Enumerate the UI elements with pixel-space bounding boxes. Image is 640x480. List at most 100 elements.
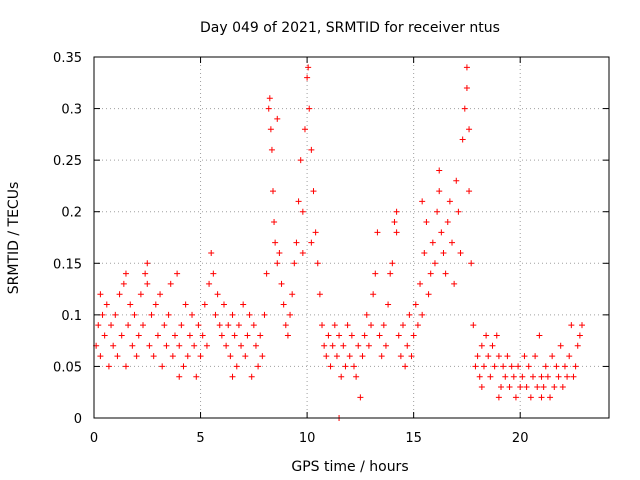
data-point [382, 342, 389, 349]
data-point [274, 260, 281, 267]
data-point [525, 363, 532, 370]
data-point [280, 301, 287, 308]
data-point [163, 342, 170, 349]
data-point [395, 332, 402, 339]
x-tick-label: 15 [405, 431, 422, 446]
data-point [154, 332, 161, 339]
data-point [350, 363, 357, 370]
data-point [410, 332, 417, 339]
data-point [184, 353, 191, 360]
data-point [423, 219, 430, 226]
data-point [331, 322, 338, 329]
x-tick-label: 20 [512, 431, 529, 446]
data-point [325, 332, 332, 339]
data-point [574, 342, 581, 349]
data-point [444, 219, 451, 226]
data-point [463, 84, 470, 91]
data-point [229, 311, 236, 318]
data-point [312, 229, 319, 236]
data-point [114, 353, 121, 360]
data-point [389, 260, 396, 267]
data-point [380, 322, 387, 329]
data-point [393, 229, 400, 236]
data-point [116, 291, 123, 298]
data-point [359, 353, 366, 360]
data-point [140, 322, 147, 329]
data-point [344, 322, 351, 329]
data-point [564, 373, 571, 380]
data-point [353, 373, 360, 380]
data-point [412, 301, 419, 308]
data-point [402, 363, 409, 370]
data-point [434, 208, 441, 215]
data-point [199, 332, 206, 339]
data-point [338, 373, 345, 380]
data-point [451, 280, 458, 287]
data-point [336, 332, 343, 339]
data-point [259, 353, 266, 360]
data-point [99, 311, 106, 318]
data-point [238, 342, 245, 349]
data-point [171, 332, 178, 339]
data-point [178, 322, 185, 329]
data-point [478, 342, 485, 349]
data-points [93, 64, 585, 421]
data-point [282, 322, 289, 329]
data-point [131, 311, 138, 318]
data-point [174, 270, 181, 277]
data-point [108, 322, 115, 329]
data-point [521, 353, 528, 360]
data-point [137, 291, 144, 298]
data-point [399, 322, 406, 329]
data-point [206, 280, 213, 287]
data-point [478, 384, 485, 391]
data-point [261, 311, 268, 318]
data-point [357, 394, 364, 401]
data-point [255, 363, 262, 370]
data-point [555, 373, 562, 380]
data-point [305, 64, 312, 71]
data-point [346, 353, 353, 360]
data-point [504, 353, 511, 360]
y-axis-label: SRMTID / TECUs [6, 182, 22, 295]
data-point [559, 384, 566, 391]
data-point [304, 74, 311, 81]
data-point [287, 311, 294, 318]
data-point [272, 239, 279, 246]
data-point [493, 332, 500, 339]
data-point [186, 332, 193, 339]
y-tick-label: 0.25 [53, 154, 82, 169]
data-point [299, 249, 306, 256]
x-tick-label: 10 [299, 431, 316, 446]
data-point [295, 198, 302, 205]
y-tick-label: 0.2 [61, 206, 82, 221]
grid-lines [94, 57, 609, 418]
data-point [333, 353, 340, 360]
x-tick-label: 0 [90, 431, 98, 446]
data-point [229, 373, 236, 380]
data-point [252, 342, 259, 349]
data-point [376, 332, 383, 339]
data-point [576, 332, 583, 339]
data-point [210, 270, 217, 277]
data-point [553, 363, 560, 370]
data-point [242, 353, 249, 360]
data-point [97, 353, 104, 360]
data-point [570, 373, 577, 380]
data-point [112, 311, 119, 318]
data-point [457, 249, 464, 256]
x-tick-label: 5 [196, 431, 204, 446]
data-point [378, 353, 385, 360]
data-point [227, 353, 234, 360]
data-point [250, 322, 257, 329]
data-point [446, 198, 453, 205]
data-point [427, 270, 434, 277]
data-point [500, 363, 507, 370]
data-point [438, 229, 445, 236]
data-point [557, 342, 564, 349]
data-point [361, 332, 368, 339]
data-point [316, 291, 323, 298]
data-point [323, 353, 330, 360]
data-point [223, 342, 230, 349]
data-point [278, 280, 285, 287]
